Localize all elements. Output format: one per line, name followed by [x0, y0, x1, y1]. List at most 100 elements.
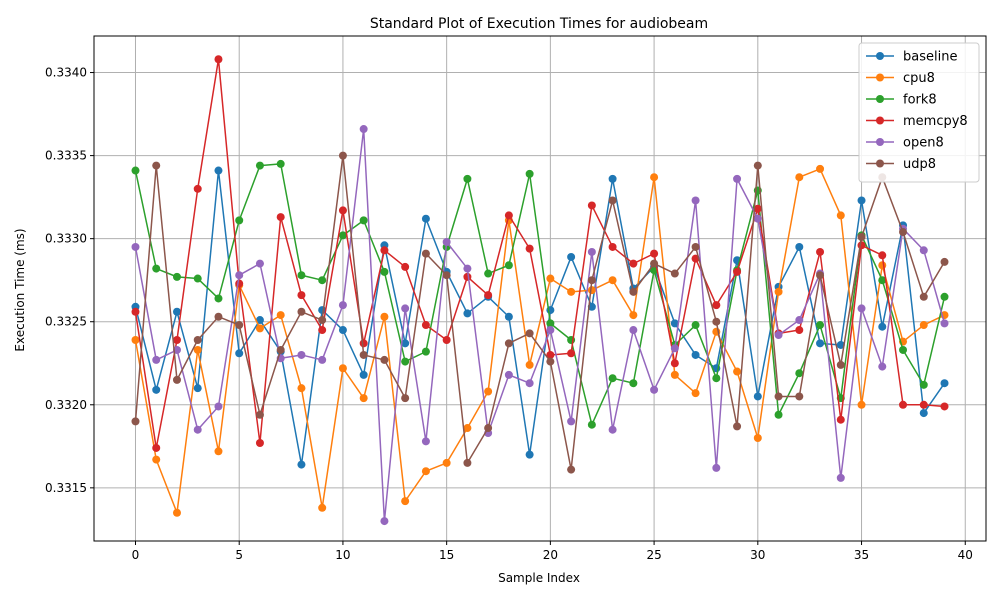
data-point-open8: [650, 385, 659, 394]
data-point-memcpy8: [318, 326, 327, 335]
legend-marker-cpu8: [876, 73, 884, 82]
data-point-udp8: [235, 321, 244, 330]
data-point-udp8: [214, 312, 223, 321]
data-point-cpu8: [276, 311, 285, 320]
data-point-open8: [795, 316, 804, 325]
legend-label-udp8: udp8: [903, 157, 936, 172]
data-point-open8: [318, 355, 327, 364]
data-point-open8: [878, 362, 887, 371]
data-point-memcpy8: [712, 301, 721, 310]
data-point-udp8: [152, 161, 161, 170]
data-point-cpu8: [193, 345, 202, 354]
data-point-cpu8: [919, 321, 928, 330]
data-point-fork8: [359, 216, 368, 225]
data-point-baseline: [567, 252, 576, 261]
data-point-udp8: [297, 307, 306, 316]
data-point-memcpy8: [359, 339, 368, 348]
data-point-memcpy8: [380, 246, 389, 255]
data-point-udp8: [567, 465, 576, 474]
data-point-udp8: [650, 259, 659, 268]
series-line-fork8: [134, 163, 946, 426]
data-point-fork8: [650, 266, 659, 275]
data-point-udp8: [546, 357, 555, 366]
data-point-udp8: [795, 392, 804, 401]
data-point-open8: [442, 237, 451, 246]
data-point-open8: [567, 417, 576, 426]
data-point-fork8: [380, 267, 389, 276]
x-tick-label: 25: [646, 548, 661, 562]
data-point-memcpy8: [276, 213, 285, 222]
data-point-open8: [401, 304, 410, 313]
data-point-cpu8: [131, 336, 140, 344]
data-point-cpu8: [567, 287, 576, 296]
data-point-udp8: [608, 196, 617, 205]
data-point-baseline: [504, 312, 513, 321]
y-tick-label: 0.3340: [45, 66, 87, 80]
data-point-memcpy8: [297, 291, 306, 300]
y-tick-label: 0.3320: [45, 398, 87, 412]
data-point-fork8: [795, 369, 804, 378]
legend: baseline cpu8 fork8 memcpy8 open8 udp8: [858, 42, 980, 183]
data-point-cpu8: [629, 311, 638, 320]
data-point-cpu8: [795, 173, 804, 182]
data-point-udp8: [712, 317, 721, 326]
data-point-open8: [670, 344, 679, 353]
legend-item-cpu8: cpu8: [866, 71, 935, 86]
x-tick-label: 30: [750, 548, 765, 562]
data-point-fork8: [919, 380, 928, 389]
data-point-cpu8: [463, 424, 472, 433]
data-point-baseline: [940, 379, 949, 388]
data-point-baseline: [172, 307, 181, 316]
data-point-baseline: [152, 385, 161, 394]
x-tick-label: 0: [132, 548, 140, 562]
data-point-udp8: [525, 329, 534, 338]
data-point-cpu8: [525, 360, 534, 369]
data-point-baseline: [878, 322, 887, 331]
data-point-baseline: [193, 384, 202, 393]
series-line-udp8: [134, 154, 946, 471]
y-tick-label: 0.3330: [45, 232, 87, 246]
data-point-cpu8: [214, 447, 223, 456]
series-fork8: [131, 159, 949, 429]
data-point-open8: [152, 355, 161, 364]
data-point-udp8: [421, 249, 430, 258]
data-point-cpu8: [338, 364, 347, 373]
legend-marker-memcpy8: [876, 116, 884, 125]
data-point-cpu8: [878, 261, 887, 270]
data-point-fork8: [691, 321, 700, 330]
data-point-cpu8: [691, 389, 700, 398]
data-point-cpu8: [152, 455, 161, 464]
data-point-fork8: [546, 319, 555, 328]
y-tick-label: 0.3325: [45, 315, 87, 329]
data-point-udp8: [401, 394, 410, 403]
x-axis-label: Sample Index: [498, 571, 580, 585]
data-point-fork8: [504, 261, 513, 270]
data-point-open8: [940, 319, 949, 328]
data-point-udp8: [691, 242, 700, 251]
data-point-open8: [235, 271, 244, 280]
data-point-udp8: [836, 360, 845, 369]
data-point-memcpy8: [172, 336, 181, 344]
data-point-memcpy8: [504, 211, 513, 220]
data-point-open8: [753, 214, 762, 223]
legend-item-open8: open8: [866, 136, 944, 151]
data-point-fork8: [255, 161, 264, 170]
series-line-cpu8: [134, 168, 945, 514]
data-point-memcpy8: [857, 241, 866, 250]
data-point-fork8: [318, 276, 327, 285]
data-point-udp8: [318, 316, 327, 325]
data-point-udp8: [587, 276, 596, 285]
data-point-udp8: [857, 233, 866, 241]
data-point-cpu8: [836, 211, 845, 220]
data-point-memcpy8: [546, 350, 555, 359]
data-point-cpu8: [380, 312, 389, 321]
data-point-open8: [214, 402, 223, 411]
data-point-fork8: [338, 231, 347, 240]
data-point-fork8: [816, 321, 825, 330]
data-point-fork8: [608, 374, 617, 383]
legend-item-memcpy8: memcpy8: [866, 114, 968, 129]
legend-marker-open8: [876, 138, 884, 146]
data-point-open8: [691, 196, 700, 205]
